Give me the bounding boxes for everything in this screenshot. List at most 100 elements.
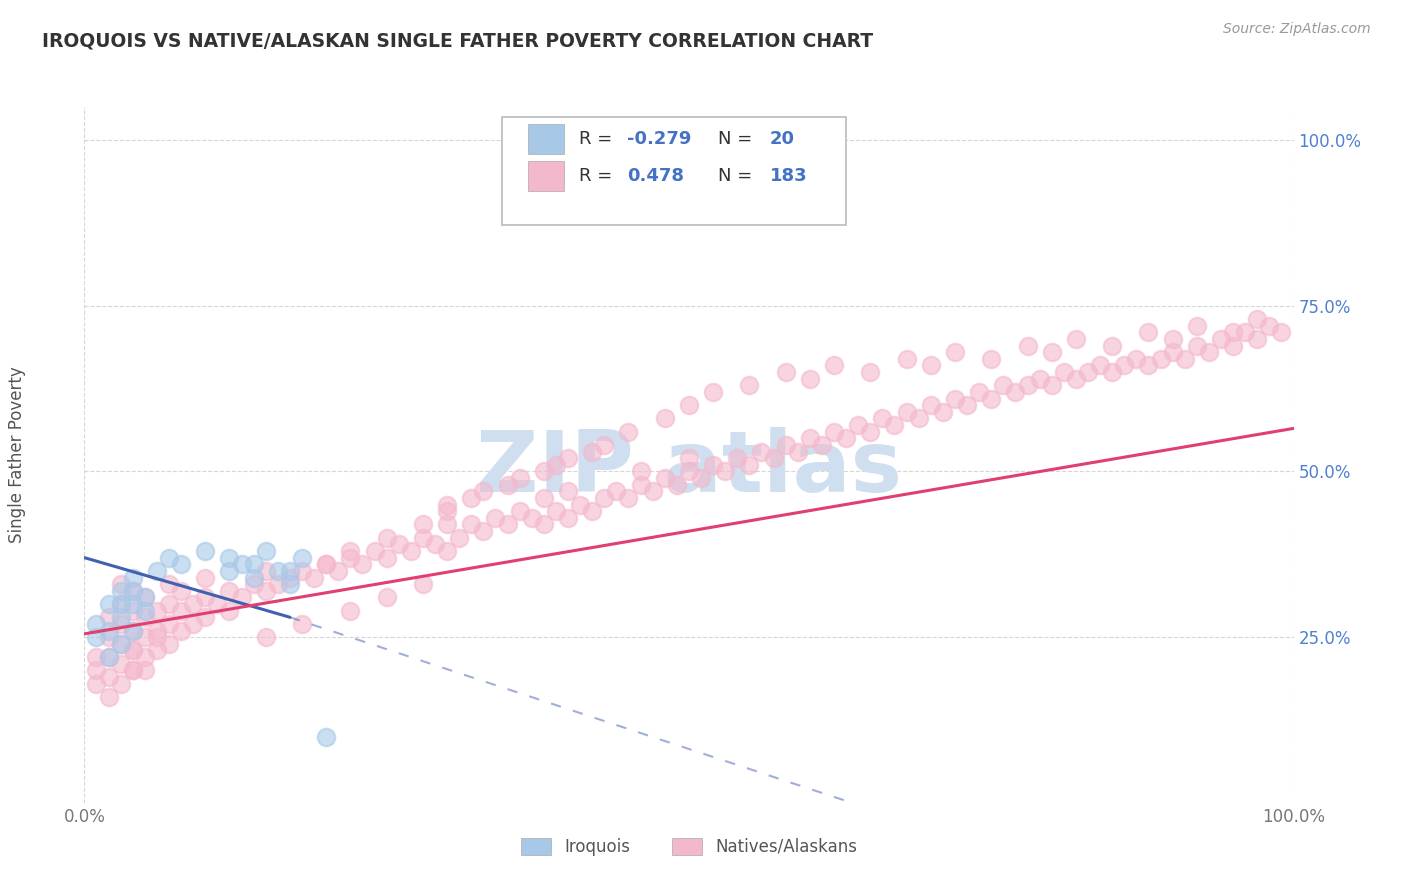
Point xyxy=(121,643,143,657)
Point xyxy=(242,558,264,572)
Point xyxy=(1234,326,1257,340)
FancyBboxPatch shape xyxy=(529,124,564,153)
Point xyxy=(678,451,700,466)
Point xyxy=(363,544,385,558)
Point xyxy=(375,550,398,565)
Text: IROQUOIS VS NATIVE/ALASKAN SINGLE FATHER POVERTY CORRELATION CHART: IROQUOIS VS NATIVE/ALASKAN SINGLE FATHER… xyxy=(42,31,873,50)
Point xyxy=(134,663,156,677)
Point xyxy=(423,537,446,551)
Point xyxy=(218,550,240,565)
Point xyxy=(375,531,398,545)
Point xyxy=(1258,318,1281,333)
Point xyxy=(533,517,555,532)
Point xyxy=(291,616,314,631)
Point xyxy=(146,630,169,644)
Point xyxy=(472,524,495,538)
Point xyxy=(86,616,108,631)
Point xyxy=(1088,359,1111,373)
Point xyxy=(121,604,143,618)
Point xyxy=(1017,338,1039,352)
Point xyxy=(725,451,748,466)
Point xyxy=(956,398,979,412)
Point xyxy=(496,517,519,532)
Point xyxy=(194,591,217,605)
Point xyxy=(110,577,132,591)
Point xyxy=(1174,351,1197,366)
Point xyxy=(1149,351,1171,366)
Point xyxy=(170,604,193,618)
Point xyxy=(896,405,918,419)
Point xyxy=(1161,345,1184,359)
Point xyxy=(134,604,156,618)
Point xyxy=(207,597,229,611)
Point xyxy=(86,630,108,644)
Point xyxy=(1161,332,1184,346)
Point xyxy=(315,558,337,572)
Point xyxy=(823,359,845,373)
Point xyxy=(157,577,180,591)
Point xyxy=(121,663,143,677)
Point xyxy=(436,517,458,532)
Point xyxy=(1064,372,1087,386)
Point xyxy=(799,431,821,445)
Point xyxy=(1004,384,1026,399)
Point xyxy=(218,564,240,578)
Point xyxy=(254,583,277,598)
Point xyxy=(218,583,240,598)
Point xyxy=(170,558,193,572)
Point xyxy=(509,471,531,485)
Text: N =: N = xyxy=(718,130,758,148)
Point xyxy=(775,438,797,452)
Point xyxy=(738,378,761,392)
Point xyxy=(1053,365,1076,379)
Point xyxy=(291,550,314,565)
Point xyxy=(1017,378,1039,392)
Point xyxy=(278,564,301,578)
Text: 0.478: 0.478 xyxy=(627,167,685,185)
Point xyxy=(509,504,531,518)
Point xyxy=(242,570,264,584)
Point xyxy=(328,564,350,578)
Point xyxy=(1185,338,1208,352)
Point xyxy=(702,458,724,472)
Text: ZIP atlas: ZIP atlas xyxy=(477,427,901,510)
Point xyxy=(786,444,808,458)
Point xyxy=(267,564,290,578)
Point xyxy=(194,544,217,558)
Point xyxy=(1125,351,1147,366)
Point xyxy=(980,351,1002,366)
Point xyxy=(134,630,156,644)
Point xyxy=(110,657,132,671)
Point xyxy=(97,690,120,704)
Point xyxy=(121,583,143,598)
Point xyxy=(157,597,180,611)
Point xyxy=(86,663,108,677)
Point xyxy=(1185,318,1208,333)
Point xyxy=(617,425,640,439)
Point xyxy=(859,425,882,439)
Point xyxy=(1222,326,1244,340)
Point xyxy=(121,624,143,638)
Point xyxy=(932,405,955,419)
Point xyxy=(121,643,143,657)
Point xyxy=(654,471,676,485)
Text: 20: 20 xyxy=(770,130,794,148)
Point xyxy=(1209,332,1232,346)
Point xyxy=(920,359,942,373)
Point xyxy=(630,465,652,479)
Text: 183: 183 xyxy=(770,167,807,185)
Text: Source: ZipAtlas.com: Source: ZipAtlas.com xyxy=(1223,22,1371,37)
Point xyxy=(859,365,882,379)
Point xyxy=(134,610,156,624)
FancyBboxPatch shape xyxy=(529,161,564,191)
Point xyxy=(86,650,108,665)
Point xyxy=(254,564,277,578)
Point xyxy=(436,544,458,558)
Point xyxy=(231,591,253,605)
Legend: Iroquois, Natives/Alaskans: Iroquois, Natives/Alaskans xyxy=(512,830,866,864)
Text: R =: R = xyxy=(579,130,617,148)
Point xyxy=(1101,365,1123,379)
Text: Single Father Poverty: Single Father Poverty xyxy=(8,367,25,543)
Point xyxy=(1198,345,1220,359)
Point xyxy=(302,570,325,584)
